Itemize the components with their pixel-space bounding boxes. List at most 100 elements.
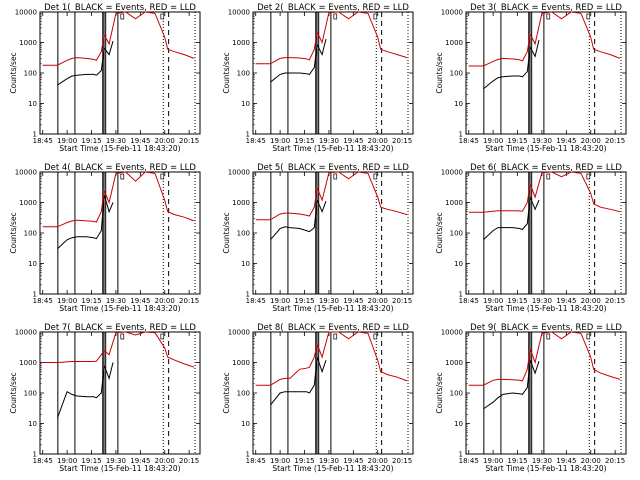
y-tick-label: 10000 xyxy=(441,329,463,337)
x-axis-title: Start Time (15-Feb-11 18:43:20) xyxy=(485,144,606,153)
plot-frame xyxy=(39,331,201,455)
panel-det-2: Det 2(_BLACK = Events, RED = LLD 1 10 100 10… xyxy=(222,3,414,153)
y-axis-title: Counts/sec xyxy=(435,212,444,253)
panel-det-3: Det 3(_BLACK = Events, RED = LLD 1 10 100 10… xyxy=(435,3,627,153)
x-tick-label: 18:45 xyxy=(33,297,53,305)
y-tick-label: 100 xyxy=(450,390,463,398)
x-tick-label: 19:00 xyxy=(57,137,77,145)
x-tick-label: 19:30 xyxy=(106,457,126,465)
panel-det-5: Det 5(_BLACK = Events, RED = LLD 1 10 100 10… xyxy=(222,163,414,313)
series-events xyxy=(57,41,114,86)
x-tick-label: 19:30 xyxy=(319,137,339,145)
y-tick-label: 100 xyxy=(237,390,250,398)
y-tick-label: 1 xyxy=(33,291,37,299)
x-tick-label: 20:00 xyxy=(155,457,175,465)
x-tick-label: 20:15 xyxy=(179,457,199,465)
x-tick-label: 20:15 xyxy=(392,297,412,305)
x-tick-label: 19:45 xyxy=(343,297,363,305)
x-tick-label: 19:15 xyxy=(507,137,527,145)
attenuator-marker xyxy=(586,13,591,20)
y-tick-label: 10 xyxy=(241,260,250,268)
panel-title: Det 4(_BLACK = Events, RED = LLD xyxy=(44,163,196,173)
y-tick-label: 100 xyxy=(24,390,37,398)
x-tick-label: 20:00 xyxy=(368,297,388,305)
y-tick-label: 10000 xyxy=(15,9,37,17)
x-tick-label: 20:00 xyxy=(368,457,388,465)
attenuator-marker xyxy=(160,173,165,180)
y-tick-label: 10 xyxy=(28,260,37,268)
y-tick-label: 10000 xyxy=(441,169,463,177)
series-events xyxy=(56,362,114,419)
attenuator-marker xyxy=(333,333,338,340)
series-events xyxy=(270,38,327,83)
y-tick-label: 100 xyxy=(237,70,250,78)
x-tick-label: 18:45 xyxy=(459,137,479,145)
y-tick-label: 1 xyxy=(459,451,463,459)
y-tick-label: 10000 xyxy=(228,9,250,17)
x-tick-label: 19:45 xyxy=(556,297,576,305)
y-tick-label: 1 xyxy=(459,131,463,139)
x-tick-label: 19:45 xyxy=(130,137,150,145)
x-tick-label: 19:00 xyxy=(270,137,290,145)
y-axis-title: Counts/sec xyxy=(222,52,231,93)
x-tick-label: 19:45 xyxy=(130,457,150,465)
x-tick-label: 18:45 xyxy=(246,137,266,145)
attenuator-marker xyxy=(160,333,165,340)
attenuator-marker xyxy=(120,333,125,340)
y-tick-label: 100 xyxy=(450,70,463,78)
plot-frame xyxy=(252,171,414,295)
x-tick-label: 19:15 xyxy=(81,297,101,305)
x-tick-label: 18:45 xyxy=(246,457,266,465)
y-tick-label: 100 xyxy=(237,230,250,238)
y-tick-label: 10000 xyxy=(228,169,250,177)
x-tick-label: 19:45 xyxy=(556,137,576,145)
x-tick-label: 19:00 xyxy=(483,297,503,305)
x-tick-label: 20:15 xyxy=(179,137,199,145)
x-tick-label: 19:45 xyxy=(556,457,576,465)
x-axis-title: Start Time (15-Feb-11 18:43:20) xyxy=(485,304,606,313)
y-tick-label: 1000 xyxy=(445,39,463,47)
y-tick-label: 1000 xyxy=(19,199,37,207)
attenuator-marker xyxy=(546,333,551,340)
series-lld xyxy=(468,331,621,386)
y-tick-label: 1 xyxy=(246,451,250,459)
attenuator-marker xyxy=(120,173,125,180)
x-tick-label: 19:00 xyxy=(57,457,77,465)
x-tick-label: 20:00 xyxy=(368,137,388,145)
panel-title: Det 7(_BLACK = Events, RED = LLD xyxy=(44,323,196,333)
panel-det-9: Det 9(_BLACK = Events, RED = LLD 1 10 100 10… xyxy=(435,323,627,473)
y-axis-title: Counts/sec xyxy=(9,372,18,413)
series-lld xyxy=(42,171,195,228)
x-axis-title: Start Time (15-Feb-11 18:43:20) xyxy=(59,304,180,313)
y-tick-label: 1 xyxy=(246,131,250,139)
y-axis-title: Counts/sec xyxy=(9,212,18,253)
series-events xyxy=(270,199,327,241)
panel-title: Det 1(_BLACK = Events, RED = LLD xyxy=(44,3,196,13)
y-axis-title: Counts/sec xyxy=(435,52,444,93)
series-events xyxy=(270,356,327,406)
series-lld xyxy=(42,11,195,66)
y-tick-label: 1 xyxy=(246,291,250,299)
x-tick-label: 18:45 xyxy=(246,297,266,305)
x-axis-title: Start Time (15-Feb-11 18:43:20) xyxy=(59,144,180,153)
y-tick-label: 1000 xyxy=(232,359,250,367)
x-tick-label: 19:00 xyxy=(270,457,290,465)
y-axis-title: Counts/sec xyxy=(435,372,444,413)
x-tick-label: 19:15 xyxy=(507,297,527,305)
y-tick-label: 10000 xyxy=(15,169,37,177)
panel-det-4: Det 4(_BLACK = Events, RED = LLD 1 10 100 10… xyxy=(9,163,201,313)
x-tick-label: 19:30 xyxy=(319,297,339,305)
x-tick-label: 19:00 xyxy=(57,297,77,305)
x-tick-label: 19:15 xyxy=(81,137,101,145)
series-lld xyxy=(255,11,408,65)
y-tick-label: 1000 xyxy=(445,199,463,207)
x-tick-label: 20:15 xyxy=(392,137,412,145)
y-axis-title: Counts/sec xyxy=(222,372,231,413)
x-tick-label: 19:30 xyxy=(532,297,552,305)
y-tick-label: 100 xyxy=(450,230,463,238)
y-tick-label: 10 xyxy=(241,420,250,428)
plot-frame xyxy=(252,331,414,455)
y-tick-label: 1000 xyxy=(445,359,463,367)
y-tick-label: 1 xyxy=(33,131,37,139)
y-tick-label: 1000 xyxy=(19,359,37,367)
